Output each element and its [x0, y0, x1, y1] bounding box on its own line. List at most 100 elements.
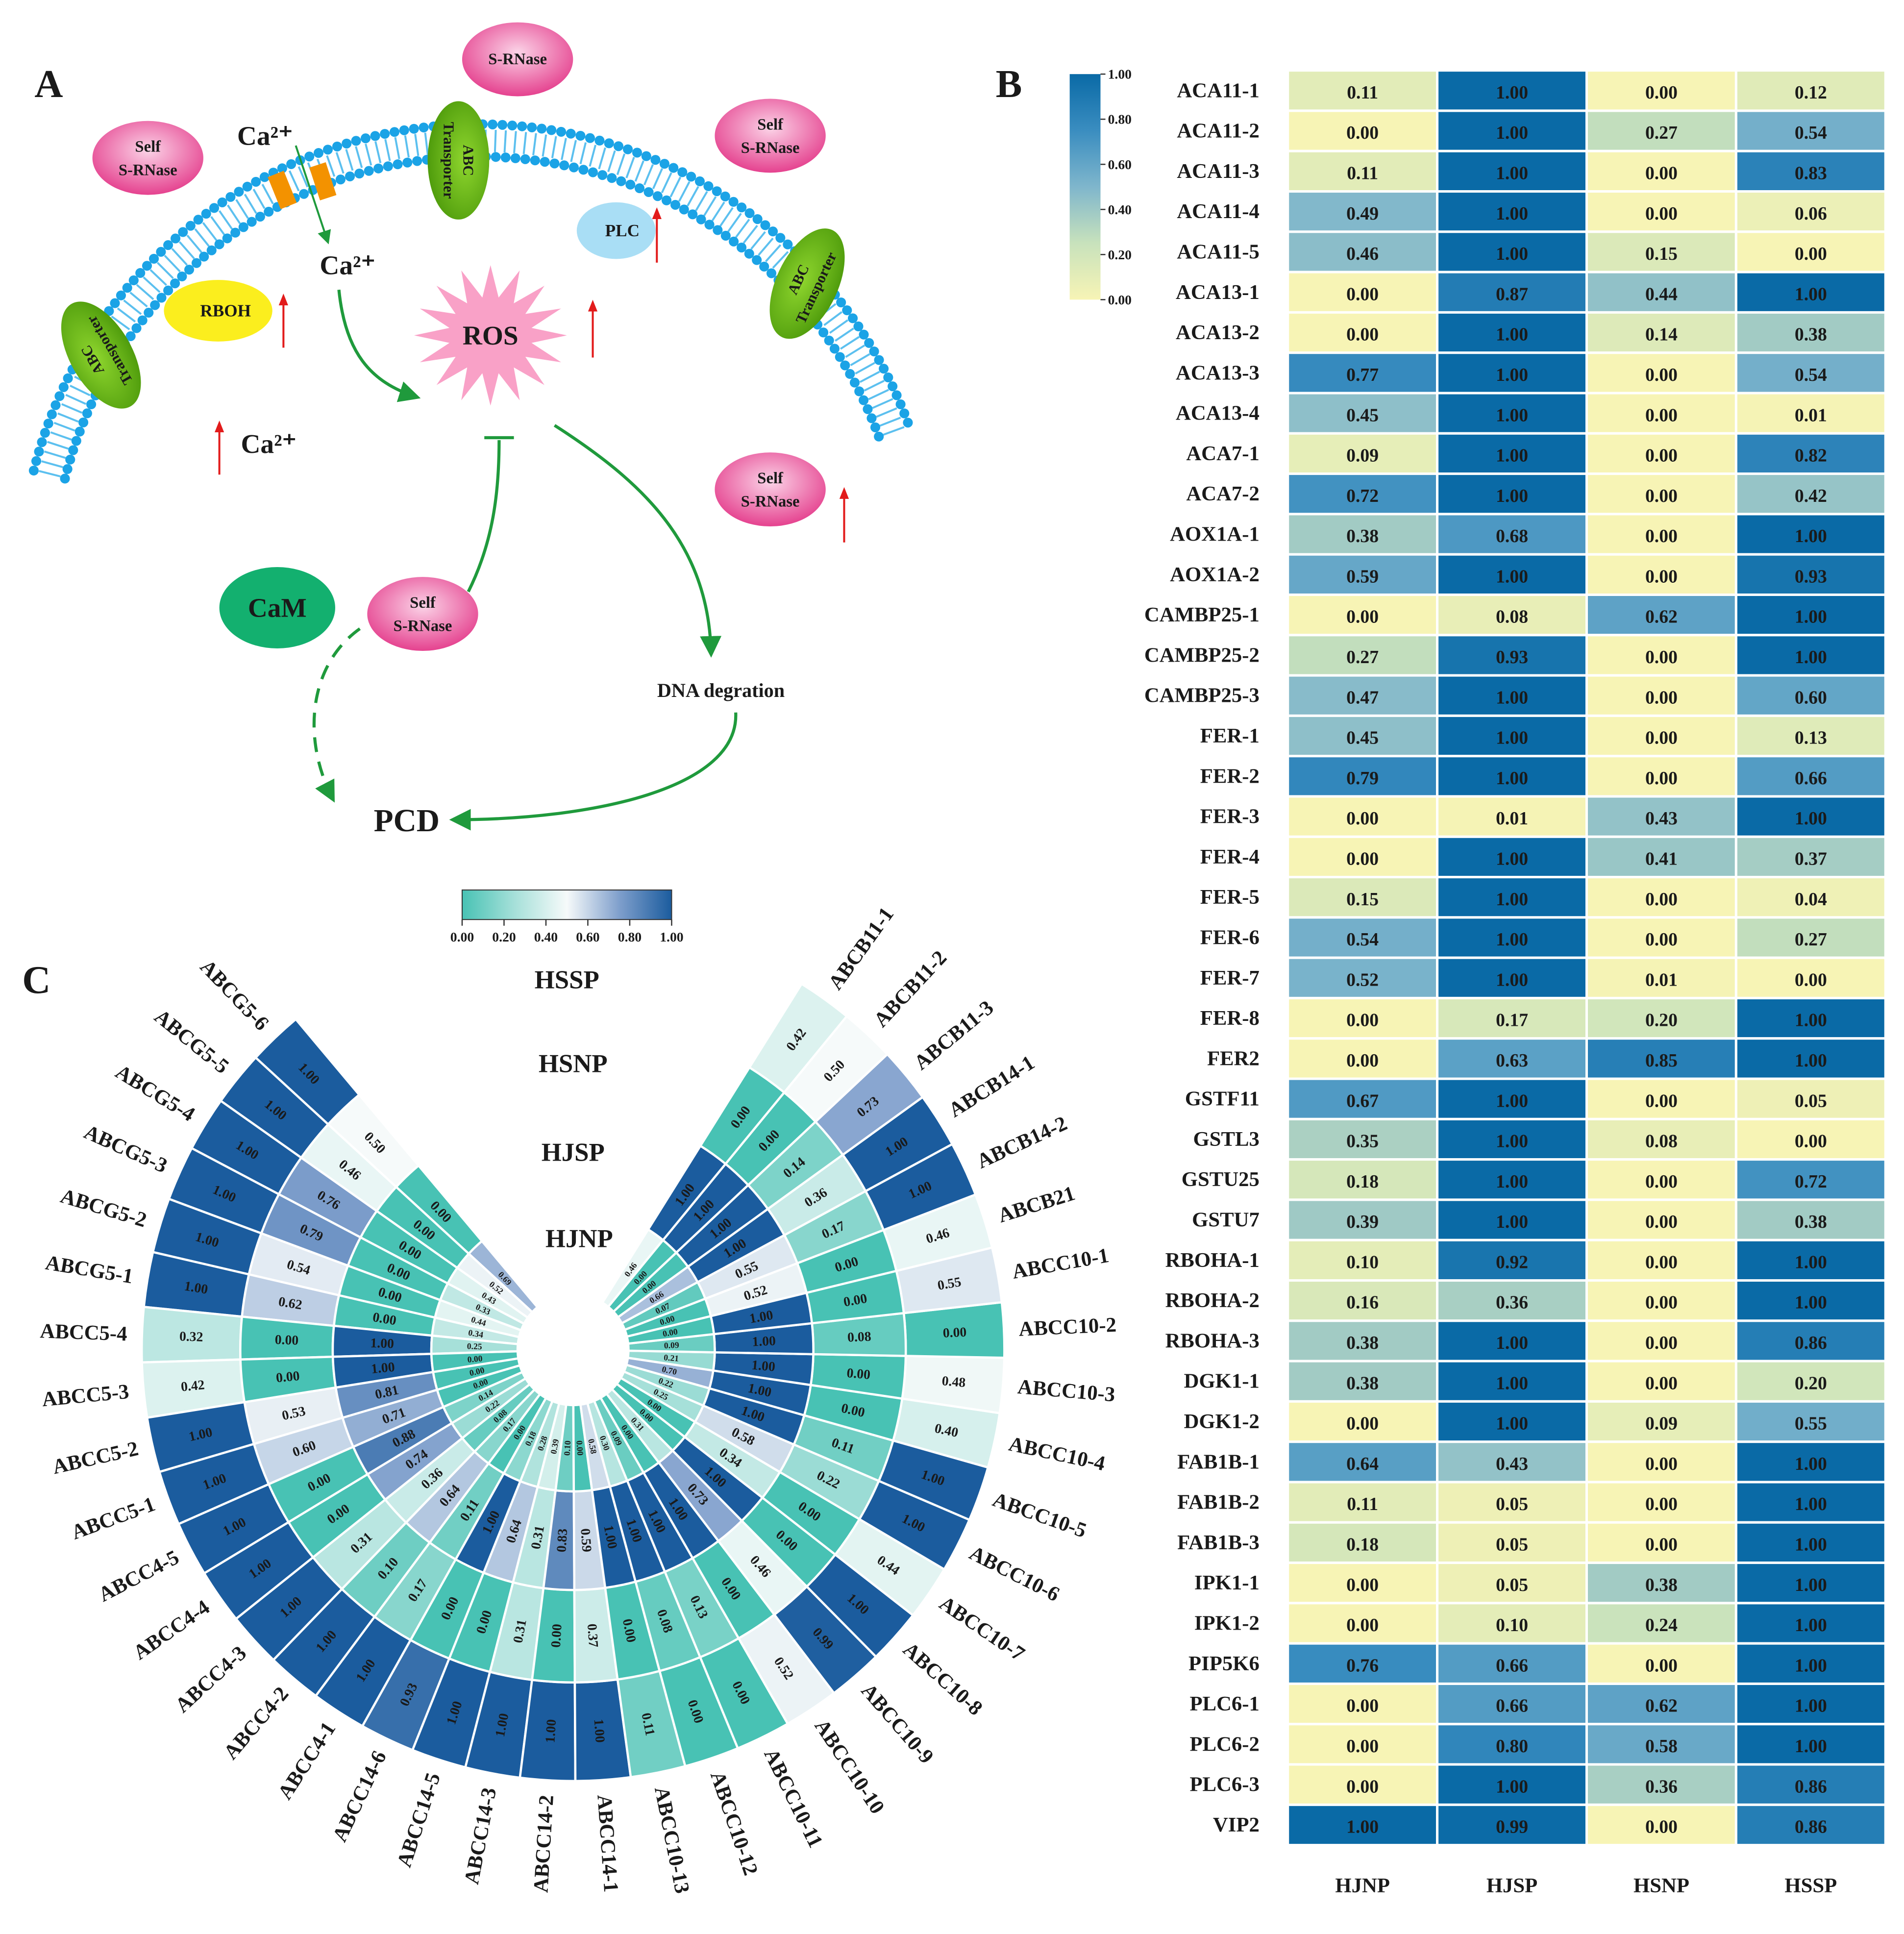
cell-label: 0.34: [468, 1328, 484, 1340]
heatmap-cell: [1734, 149, 1887, 193]
cell-label: 0.00: [1645, 163, 1678, 184]
cell-label: 0.37: [1795, 849, 1827, 869]
cell-label: 0.35: [1346, 1131, 1379, 1152]
row-label: FER-8: [1200, 1007, 1260, 1030]
heatmap-cell: [1286, 996, 1439, 1040]
cell-label: 0.00: [1346, 284, 1379, 304]
cell-label: 0.38: [1346, 1373, 1379, 1393]
heatmap-cell: [1734, 674, 1887, 717]
heatmap-cell: [1286, 1682, 1439, 1726]
cell-label: 0.83: [1795, 163, 1827, 184]
cell-label: 0.46: [1346, 244, 1379, 264]
cell-label: 0.00: [1346, 1615, 1379, 1636]
cell-label: 1.00: [1496, 1131, 1528, 1152]
heatmap-cell: [1734, 351, 1887, 395]
cell-label: 0.55: [1795, 1413, 1827, 1434]
cell-label: 0.00: [1645, 1252, 1678, 1272]
cell-label: 0.72: [1346, 486, 1379, 506]
heatmap-cell: [1286, 1602, 1439, 1645]
ion-label: Ca²⁺: [237, 121, 293, 150]
cell-label: 0.43: [1645, 808, 1678, 829]
heatmap-cell: [1734, 1239, 1887, 1282]
cell-label: 0.00: [371, 1309, 397, 1328]
cell-label: 0.08: [1496, 607, 1528, 627]
heatmap-cell: [1585, 1642, 1737, 1685]
row-label: ACA7-1: [1186, 442, 1260, 465]
heatmap-cell: [1734, 876, 1887, 919]
cell-label: 1.00: [1496, 1776, 1528, 1797]
cell-label: 0.00: [1645, 405, 1678, 425]
category-label: ABCC10-10: [810, 1715, 889, 1818]
cam-node: [219, 567, 335, 648]
ion-label: Ca²⁺: [320, 250, 375, 280]
cell-label: 1.00: [1496, 324, 1528, 345]
heatmap-cell: [1436, 1682, 1588, 1726]
category-label: ABCG5-4: [111, 1060, 198, 1126]
cell-label: 0.00: [1645, 1171, 1678, 1192]
column-label: HSNP: [1633, 1874, 1689, 1897]
cell-label: 0.00: [942, 1324, 967, 1340]
cell-label: 0.68: [1496, 526, 1528, 546]
heatmap-cell: [1585, 1602, 1737, 1645]
cell-label: 1.00: [1496, 244, 1528, 264]
cell-label: 0.00: [1645, 1373, 1678, 1393]
node-label: PLC: [605, 221, 640, 240]
cell-label: 0.15: [1346, 889, 1379, 910]
heatmap-cell: [1585, 1803, 1737, 1847]
cell-label: 0.66: [1795, 768, 1827, 789]
heatmap-cell: [1734, 1481, 1887, 1524]
heatmap-cell: [1585, 1562, 1737, 1605]
heatmap-cell: [1286, 674, 1439, 717]
row-label: DGK1-2: [1184, 1410, 1260, 1433]
cell-label: 0.45: [1346, 405, 1379, 425]
category-label: ABCC10-2: [1018, 1314, 1117, 1341]
cell-label: 0.00: [1645, 1655, 1678, 1676]
heatmap-cell: [1436, 1763, 1588, 1806]
heatmap-cell: [1734, 1642, 1887, 1685]
colorbar-tick-label: 0.40: [534, 929, 558, 944]
cell-label: 0.09: [1645, 1413, 1678, 1434]
row-label: FER-3: [1200, 805, 1260, 828]
cell-label: 0.00: [1645, 1817, 1678, 1837]
category-label: ABCC10-13: [650, 1785, 694, 1895]
cell-label: 0.00: [274, 1332, 298, 1348]
heatmap-cell: [1734, 432, 1887, 475]
node-label: S-RNase: [394, 618, 452, 635]
heatmap-cell: [1436, 1198, 1588, 1241]
node-label: Self: [757, 470, 784, 487]
heatmap-cell: [1585, 1077, 1737, 1120]
category-label: ABCC14-3: [460, 1786, 501, 1886]
charts: ACA11-1 0.11 1.00 0.00 0.12 ACA11-2 0.00 1.00 0.…: [40, 67, 1887, 1897]
category-label: ABCC10-1: [1011, 1244, 1111, 1284]
row-label: FAB1B-1: [1177, 1450, 1260, 1473]
row-label: FER2: [1207, 1047, 1260, 1070]
cell-label: 0.11: [1347, 82, 1378, 103]
colorbar-tick-label: 0.20: [1108, 247, 1132, 262]
heatmap-cell: [1585, 916, 1737, 959]
cell-label: 0.05: [1496, 1575, 1528, 1595]
s-rnase-node: [462, 22, 573, 97]
node-label: CaM: [248, 593, 307, 623]
cell-label: 0.00: [1795, 969, 1827, 990]
cell-label: 1.00: [1496, 163, 1528, 184]
cell-label: 0.48: [941, 1373, 966, 1390]
heatmap-cell: [1585, 432, 1737, 475]
row-label: AOX1A-2: [1170, 563, 1260, 586]
row-label: GSTF11: [1185, 1088, 1260, 1111]
cell-label: 0.47: [1346, 687, 1379, 708]
cell-label: 0.99: [1496, 1817, 1528, 1837]
cell-label: 0.93: [1496, 647, 1528, 668]
heatmap-cell: [1436, 835, 1588, 879]
cell-label: 0.00: [1645, 1091, 1678, 1111]
cell-label: 0.54: [1795, 123, 1827, 143]
row-label: FER-2: [1200, 765, 1260, 788]
self-s-rnase-node: [92, 121, 203, 195]
cell-label: 1.00: [1795, 1575, 1827, 1595]
node-label: ROS: [463, 321, 519, 350]
ros-node: [414, 265, 567, 406]
cell-label: 0.79: [1346, 768, 1379, 789]
row-label: FER-4: [1200, 845, 1260, 868]
category-label: ABCC14-6: [328, 1747, 391, 1845]
cell-label: 0.10: [562, 1440, 573, 1456]
category-label: ABCC5-3: [41, 1380, 130, 1412]
